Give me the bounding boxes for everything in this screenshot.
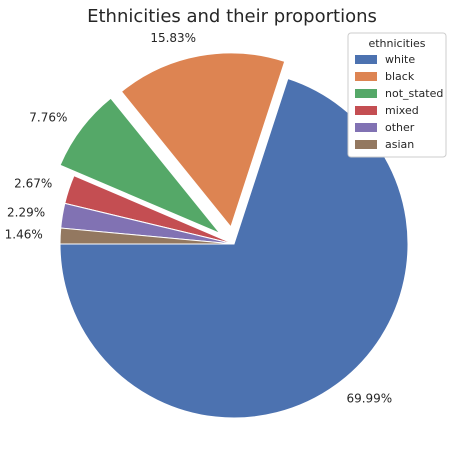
legend-swatch-asian (355, 140, 377, 149)
legend-swatch-other (355, 123, 377, 132)
legend-swatch-black (355, 72, 377, 81)
legend-label-other: other (385, 121, 415, 134)
pie-slice-black (120, 52, 286, 228)
pie-slice-not-stated (59, 97, 221, 234)
legend-swatch-mixed (355, 106, 377, 115)
legend-swatch-not-stated (355, 89, 377, 98)
pie-percent-labels: 69.99% 15.83% 7.76% 2.67% 2.29% 1.46% (5, 31, 393, 405)
pct-label-white: 69.99% (346, 391, 392, 405)
legend-label-asian: asian (385, 138, 414, 151)
legend-swatch-white (355, 55, 377, 64)
legend-label-black: black (385, 70, 415, 83)
legend-label-white: white (385, 53, 415, 66)
pie-slice-asian (59, 227, 235, 245)
pct-label-mixed: 2.67% (14, 176, 52, 190)
pct-label-other: 2.29% (7, 205, 45, 219)
legend-label-not-stated: not_stated (385, 87, 443, 100)
pie-slices (59, 52, 409, 419)
legend-title: ethnicities (368, 37, 425, 50)
legend-label-mixed: mixed (385, 104, 419, 117)
pct-label-not-stated: 7.76% (29, 111, 67, 125)
chart-title: Ethnicities and their proportions (87, 6, 377, 27)
pct-label-black: 15.83% (150, 31, 196, 45)
pct-label-asian: 1.46% (5, 228, 43, 242)
